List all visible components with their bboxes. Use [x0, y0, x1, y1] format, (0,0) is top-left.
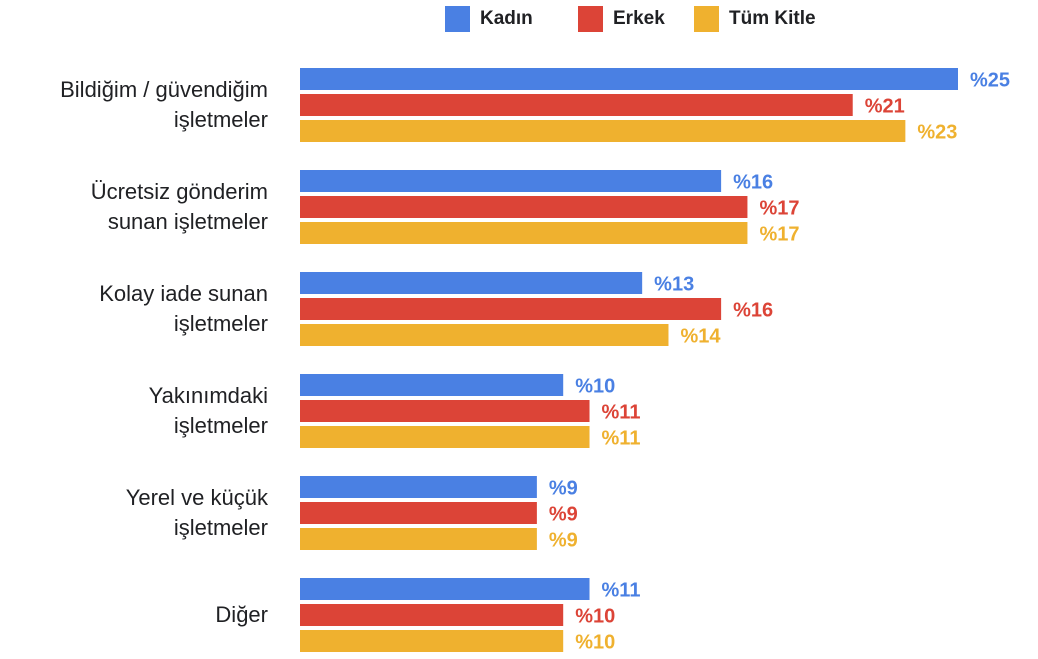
bar — [300, 298, 722, 320]
legend-swatch — [694, 6, 719, 32]
legend-swatch — [445, 6, 470, 32]
category-label: Ücretsiz gönderim sunan işletmeler — [90, 179, 268, 234]
bar — [300, 68, 958, 90]
value-label: %10 — [575, 375, 615, 397]
bar — [300, 426, 590, 448]
bar — [300, 630, 564, 652]
category-label: Diğer — [215, 602, 268, 627]
legend-label: Kadın — [480, 8, 533, 29]
value-label: %21 — [865, 95, 905, 117]
bar — [300, 94, 853, 116]
value-label: %11 — [602, 427, 641, 449]
legend-label: Tüm Kitle — [729, 8, 816, 29]
bar — [300, 502, 537, 524]
value-label: %10 — [575, 631, 615, 653]
bar — [300, 578, 590, 600]
value-label: %9 — [549, 503, 578, 525]
value-label: %14 — [680, 325, 721, 347]
category-label: Bildiğim / güvendiğim işletmeler — [60, 77, 268, 132]
category-label: Kolay iade sunan işletmeler — [99, 281, 268, 336]
bar — [300, 170, 722, 192]
bar — [300, 528, 537, 550]
value-label: %13 — [654, 273, 694, 295]
legend-label: Erkek — [613, 8, 665, 29]
value-label: %11 — [602, 401, 641, 423]
bar — [300, 222, 748, 244]
value-label: %23 — [917, 121, 957, 143]
value-label: %10 — [575, 605, 615, 627]
bar — [300, 374, 564, 396]
bar — [300, 604, 564, 626]
bar — [300, 400, 590, 422]
legend-swatch — [578, 6, 603, 32]
category-label: Yakınımdaki işletmeler — [148, 383, 268, 438]
bar — [300, 476, 537, 498]
value-label: %11 — [602, 579, 641, 601]
bar — [300, 324, 669, 346]
value-label: %9 — [549, 529, 578, 551]
bar — [300, 272, 643, 294]
bar — [300, 120, 906, 142]
category-label: Yerel ve küçük işletmeler — [125, 485, 268, 540]
value-label: %9 — [549, 477, 578, 499]
value-label: %17 — [759, 197, 799, 219]
value-label: %25 — [970, 69, 1010, 91]
bar — [300, 196, 748, 218]
value-label: %16 — [733, 171, 773, 193]
value-label: %17 — [759, 223, 799, 245]
value-label: %16 — [733, 299, 773, 321]
